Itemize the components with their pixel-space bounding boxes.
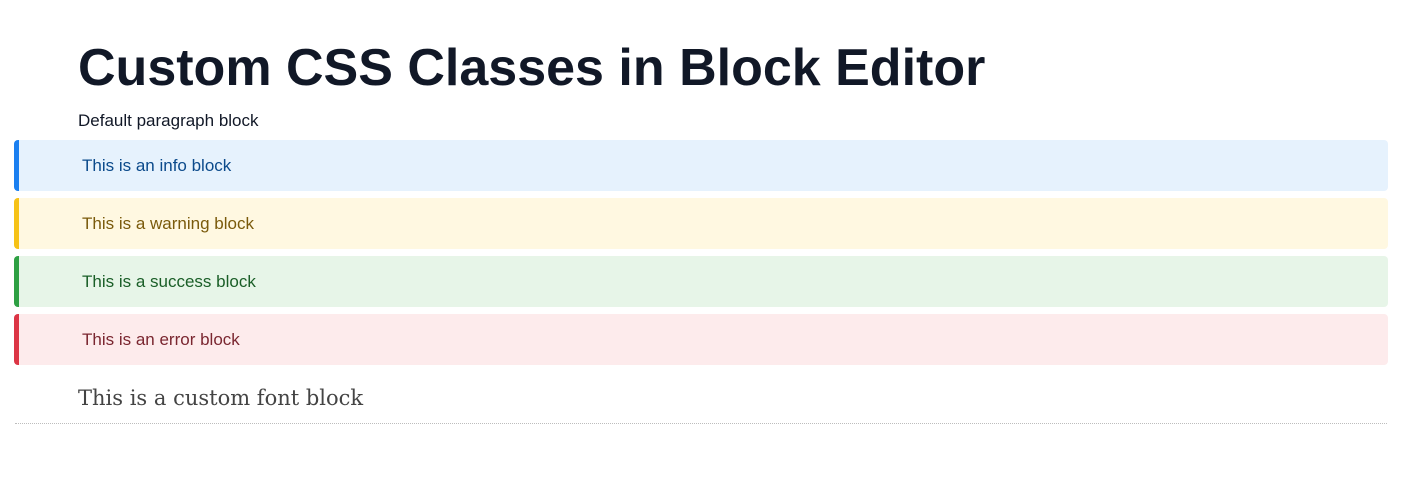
success-block-text: This is a success block [82, 271, 256, 291]
custom-font-block-divider [15, 423, 1387, 424]
info-block[interactable]: This is an info block [14, 140, 1388, 191]
custom-font-block[interactable]: This is a custom font block [78, 386, 364, 410]
default-paragraph-block[interactable]: Default paragraph block [78, 111, 259, 130]
page-title[interactable]: Custom CSS Classes in Block Editor [78, 39, 986, 97]
success-block[interactable]: This is a success block [14, 256, 1388, 307]
warning-block[interactable]: This is a warning block [14, 198, 1388, 249]
error-block-text: This is an error block [82, 329, 240, 349]
info-block-text: This is an info block [82, 155, 232, 175]
error-block[interactable]: This is an error block [14, 314, 1388, 365]
warning-block-text: This is a warning block [82, 213, 254, 233]
